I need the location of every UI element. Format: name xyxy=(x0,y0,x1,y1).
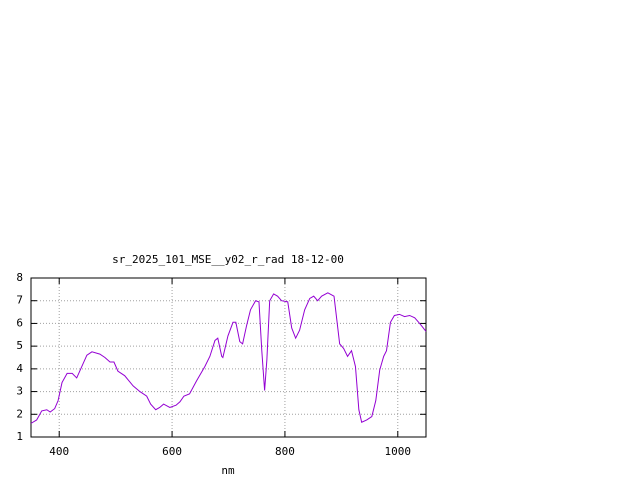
x-tick-label: 600 xyxy=(162,445,182,458)
x-tick-label: 1000 xyxy=(385,445,412,458)
y-tick-label: 1 xyxy=(16,430,23,443)
x-tick-label: 400 xyxy=(49,445,69,458)
x-axis-label: nm xyxy=(221,464,235,477)
y-tick-label: 4 xyxy=(16,362,23,375)
y-tick-label: 2 xyxy=(16,407,23,420)
y-tick-label: 3 xyxy=(16,385,23,398)
y-tick-label: 7 xyxy=(16,294,23,307)
plot-border xyxy=(30,277,427,438)
y-tick-label: 8 xyxy=(16,271,23,284)
x-tick-label: 800 xyxy=(275,445,295,458)
chart-title: sr_2025_101_MSE__y02_r_rad 18-12-00 xyxy=(112,253,344,266)
data-line xyxy=(30,292,427,424)
y-tick-label: 5 xyxy=(16,339,23,352)
y-tick-label: 6 xyxy=(16,316,23,329)
